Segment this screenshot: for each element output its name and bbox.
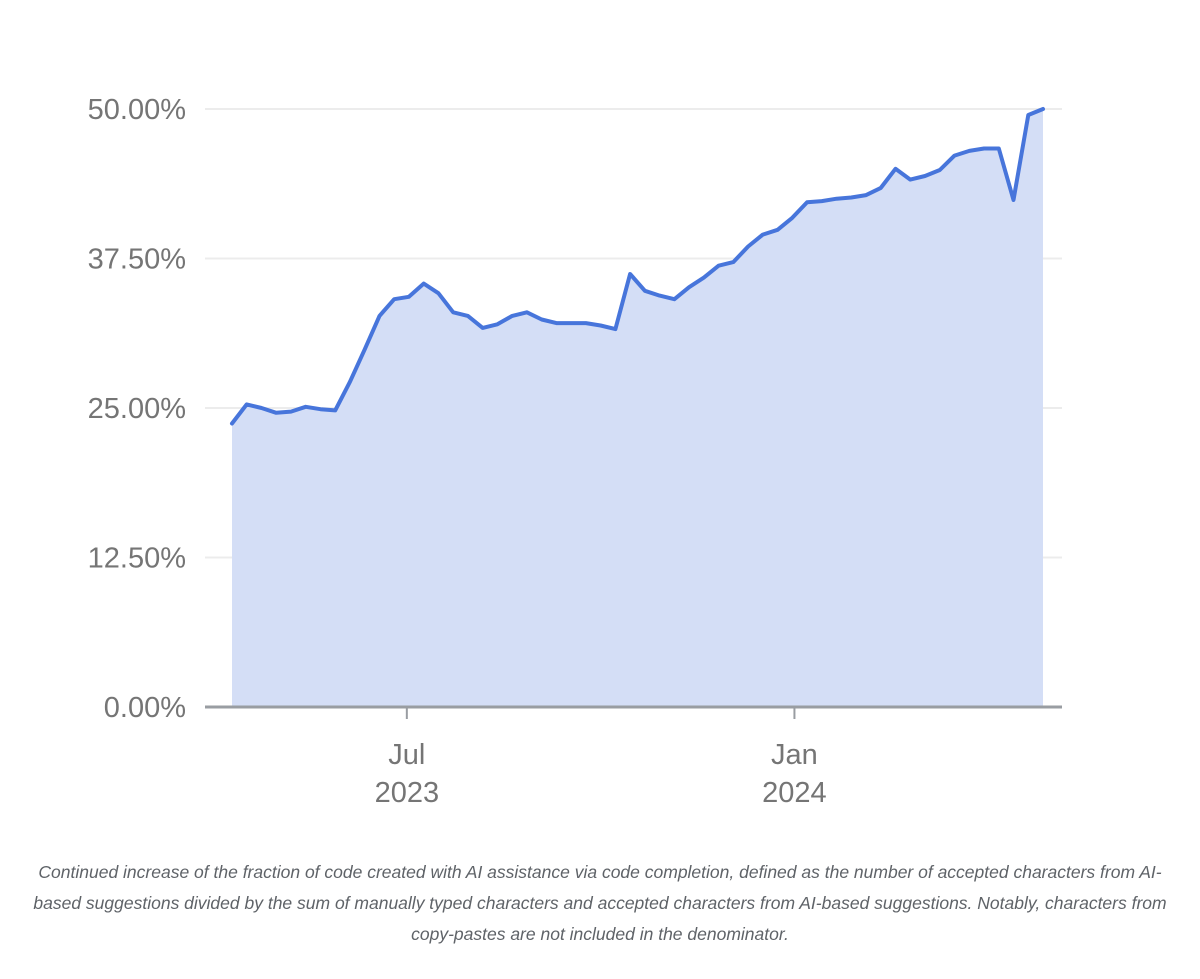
caption-line: copy-pastes are not included in the deno… — [411, 924, 789, 944]
x-axis — [205, 705, 1062, 719]
ai-code-completion-chart: 50.00% 37.50% 25.00% 12.50% 0.00% Jul 20… — [88, 94, 1062, 809]
y-axis-label: 50.00% — [88, 94, 186, 126]
y-axis-label: 37.50% — [88, 244, 186, 276]
caption-line: Continued increase of the fraction of co… — [38, 862, 1162, 882]
x-axis-label-month: Jul — [388, 739, 425, 771]
area-series-line — [230, 107, 1045, 426]
area-series-fill — [232, 109, 1043, 707]
x-axis-label-year: 2023 — [375, 777, 440, 809]
x-axis-label-year: 2024 — [762, 777, 827, 809]
y-axis-label: 0.00% — [104, 692, 186, 724]
y-axis-label: 25.00% — [88, 393, 186, 425]
y-axis-labels: 50.00% 37.50% 25.00% 12.50% 0.00% — [88, 94, 186, 724]
chart-caption: Continued increase of the fraction of co… — [0, 857, 1200, 950]
x-axis-labels: Jul 2023 Jan 2024 — [375, 739, 827, 809]
caption-line: based suggestions divided by the sum of … — [33, 893, 1167, 913]
y-axis-label: 12.50% — [88, 543, 186, 575]
x-axis-label-month: Jan — [771, 739, 818, 771]
